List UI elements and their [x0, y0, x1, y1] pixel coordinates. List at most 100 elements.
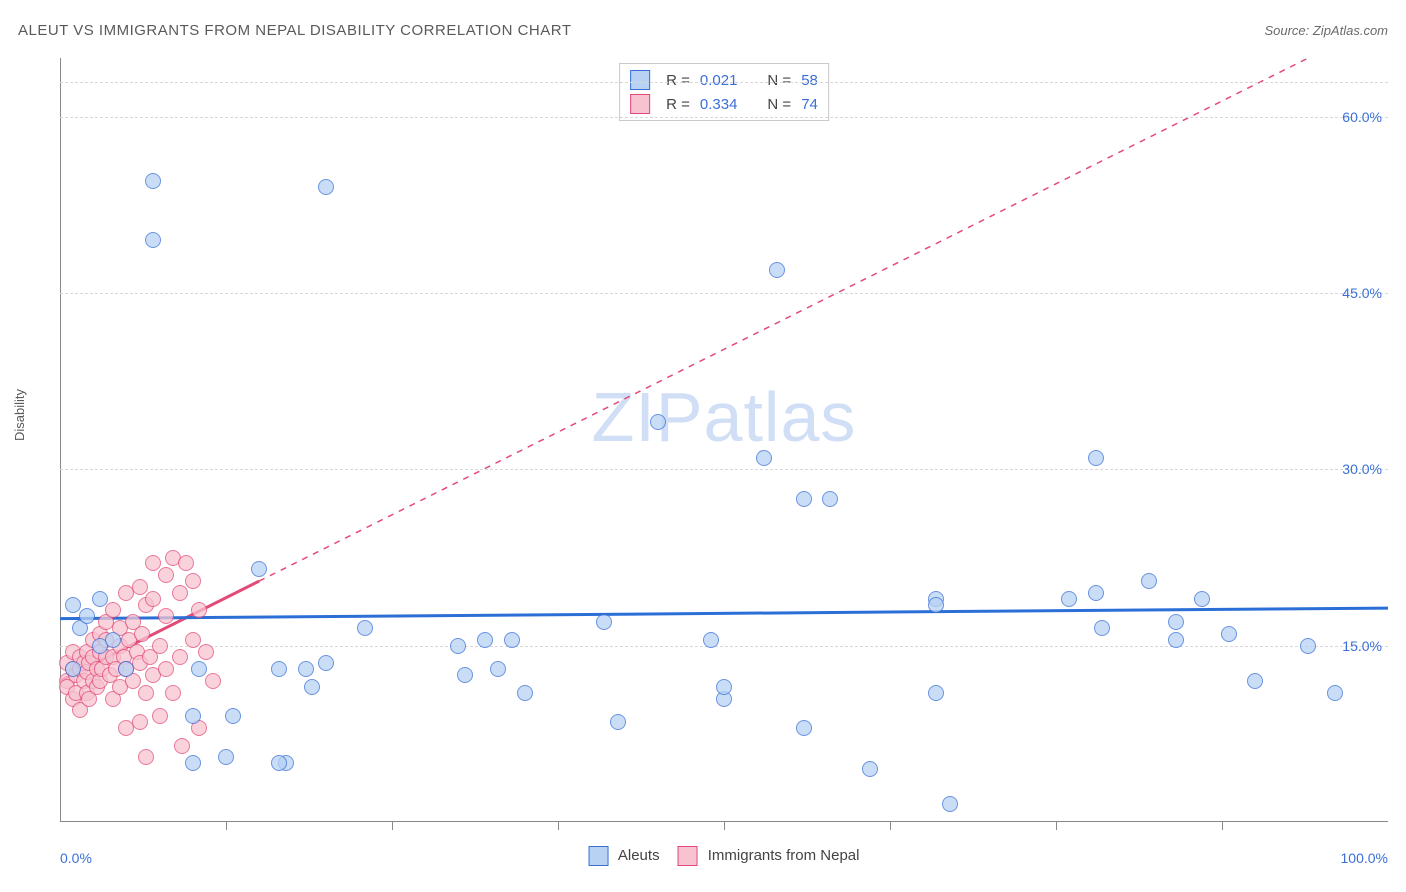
y-axis-line: [60, 58, 61, 822]
marker-nepal: [132, 579, 148, 595]
trend-lines-svg: [60, 58, 1388, 822]
stat-n-value: 74: [801, 96, 818, 113]
marker-aleuts: [477, 632, 493, 648]
marker-aleuts: [1247, 673, 1263, 689]
legend-swatch-pink: [678, 846, 698, 866]
stat-n-value: 58: [801, 72, 818, 89]
marker-aleuts: [298, 661, 314, 677]
trend-line: [60, 608, 1388, 619]
marker-nepal: [158, 567, 174, 583]
header: ALEUT VS IMMIGRANTS FROM NEPAL DISABILIT…: [18, 22, 1388, 39]
marker-nepal: [185, 632, 201, 648]
watermark-part2: atlas: [704, 378, 857, 456]
marker-nepal: [152, 638, 168, 654]
stat-n-label: N =: [767, 72, 791, 89]
marker-aleuts: [79, 608, 95, 624]
watermark-part1: ZIP: [592, 378, 704, 456]
grid-line: [60, 117, 1388, 118]
stats-legend-box: R = 0.021 N = 58 R = 0.334 N = 74: [619, 63, 829, 121]
marker-aleuts: [450, 638, 466, 654]
marker-aleuts: [942, 796, 958, 812]
stats-row: R = 0.334 N = 74: [630, 92, 818, 116]
trend-line: [259, 58, 1308, 581]
watermark: ZIPatlas: [592, 377, 857, 457]
marker-aleuts: [1327, 685, 1343, 701]
marker-nepal: [178, 555, 194, 571]
marker-nepal: [172, 649, 188, 665]
marker-aleuts: [490, 661, 506, 677]
x-tick-label: 100.0%: [1341, 850, 1388, 866]
marker-nepal: [152, 708, 168, 724]
stat-r-label: R =: [666, 72, 690, 89]
marker-aleuts: [1094, 620, 1110, 636]
chart-container: Disability ZIPatlas R = 0.021 N = 58 R =…: [18, 50, 1388, 872]
marker-aleuts: [596, 614, 612, 630]
marker-aleuts: [118, 661, 134, 677]
marker-aleuts: [304, 679, 320, 695]
legend-swatch-pink: [630, 94, 650, 114]
marker-nepal: [191, 602, 207, 618]
marker-nepal: [174, 738, 190, 754]
legend-swatch-blue: [630, 70, 650, 90]
marker-aleuts: [145, 232, 161, 248]
marker-aleuts: [756, 450, 772, 466]
marker-aleuts: [517, 685, 533, 701]
marker-aleuts: [862, 761, 878, 777]
source-label: Source: ZipAtlas.com: [1264, 23, 1388, 38]
marker-aleuts: [145, 173, 161, 189]
y-tick-label: 60.0%: [1342, 109, 1382, 125]
marker-nepal: [132, 714, 148, 730]
marker-aleuts: [105, 632, 121, 648]
marker-aleuts: [271, 661, 287, 677]
marker-aleuts: [185, 708, 201, 724]
marker-aleuts: [271, 755, 287, 771]
stat-r-value: 0.021: [700, 72, 738, 89]
marker-aleuts: [225, 708, 241, 724]
marker-nepal: [198, 644, 214, 660]
marker-nepal: [105, 602, 121, 618]
marker-nepal: [138, 749, 154, 765]
y-axis-label: Disability: [12, 389, 27, 441]
marker-nepal: [185, 573, 201, 589]
marker-aleuts: [928, 685, 944, 701]
marker-nepal: [165, 685, 181, 701]
marker-aleuts: [318, 655, 334, 671]
legend-label: Aleuts: [618, 847, 660, 864]
stat-r-value: 0.334: [700, 96, 738, 113]
marker-aleuts: [357, 620, 373, 636]
grid-line: [60, 646, 1388, 647]
chart-title: ALEUT VS IMMIGRANTS FROM NEPAL DISABILIT…: [18, 22, 571, 39]
marker-aleuts: [650, 414, 666, 430]
marker-aleuts: [318, 179, 334, 195]
marker-aleuts: [251, 561, 267, 577]
y-tick-label: 45.0%: [1342, 285, 1382, 301]
marker-aleuts: [822, 491, 838, 507]
marker-aleuts: [92, 591, 108, 607]
stat-r-label: R =: [666, 96, 690, 113]
marker-aleuts: [1088, 585, 1104, 601]
marker-nepal: [172, 585, 188, 601]
marker-aleuts: [703, 632, 719, 648]
y-tick-label: 15.0%: [1342, 638, 1382, 654]
marker-aleuts: [185, 755, 201, 771]
legend-item: Immigrants from Nepal: [678, 846, 860, 866]
marker-nepal: [158, 661, 174, 677]
marker-aleuts: [716, 679, 732, 695]
marker-aleuts: [218, 749, 234, 765]
grid-line: [60, 293, 1388, 294]
legend-item: Aleuts: [589, 846, 660, 866]
marker-aleuts: [65, 597, 81, 613]
marker-aleuts: [928, 597, 944, 613]
marker-aleuts: [610, 714, 626, 730]
marker-nepal: [145, 591, 161, 607]
marker-aleuts: [457, 667, 473, 683]
marker-aleuts: [1194, 591, 1210, 607]
marker-aleuts: [1141, 573, 1157, 589]
marker-aleuts: [191, 661, 207, 677]
legend-label: Immigrants from Nepal: [708, 847, 860, 864]
marker-nepal: [134, 626, 150, 642]
series-legend: Aleuts Immigrants from Nepal: [589, 846, 860, 866]
marker-aleuts: [1168, 614, 1184, 630]
marker-aleuts: [769, 262, 785, 278]
marker-aleuts: [1088, 450, 1104, 466]
